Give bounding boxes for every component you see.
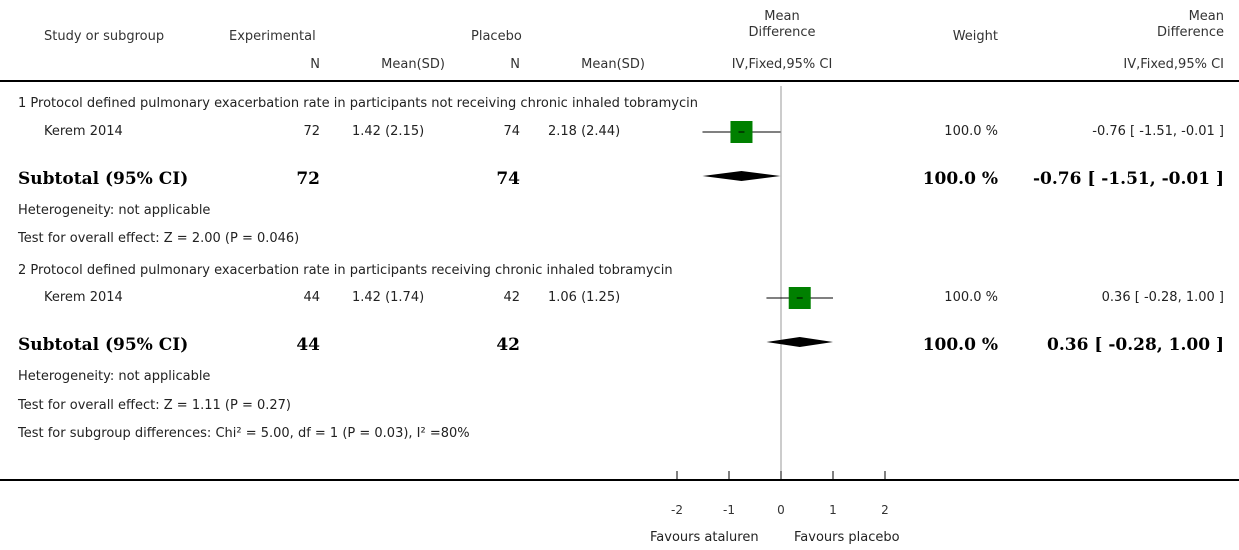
header-meansd-experimental: Mean(SD) bbox=[381, 57, 445, 72]
group-1-heterogeneity: Heterogeneity: not applicable bbox=[18, 203, 211, 218]
axis-tick-label: -2 bbox=[671, 503, 683, 517]
header-placebo: Placebo bbox=[471, 29, 522, 44]
group-1-study-n2: 74 bbox=[503, 124, 520, 139]
favours-left-label: Favours ataluren bbox=[650, 530, 759, 545]
group-2-subtotal-ci: 0.36 [ -0.28, 1.00 ] bbox=[1047, 335, 1224, 355]
group-2-study-ci: 0.36 [ -0.28, 1.00 ] bbox=[1101, 290, 1224, 305]
group-2-subtotal-n2: 42 bbox=[496, 335, 520, 355]
header-meansd-placebo: Mean(SD) bbox=[581, 57, 645, 72]
group-1-subtotal-ci: -0.76 [ -1.51, -0.01 ] bbox=[1032, 169, 1224, 189]
group-1-subtotal-n2: 74 bbox=[496, 169, 520, 189]
group-2-study-mean2: 1.06 (1.25) bbox=[548, 290, 621, 305]
header-md-bottom: Difference bbox=[748, 25, 816, 40]
axis-tick-label: -1 bbox=[723, 503, 735, 517]
group-2-study-name: Kerem 2014 bbox=[44, 290, 123, 305]
axis-tick-label: 1 bbox=[829, 503, 837, 517]
header-n-placebo: N bbox=[510, 57, 520, 72]
group-2-subtotal-weight: 100.0 % bbox=[922, 335, 998, 355]
header-method-plot: IV,Fixed,95% CI bbox=[731, 57, 833, 72]
group-2-heterogeneity: Heterogeneity: not applicable bbox=[18, 369, 211, 384]
header-study: Study or subgroup bbox=[44, 29, 165, 44]
header-weight: Weight bbox=[952, 29, 998, 44]
subgroup-differences-test: Test for subgroup differences: Chi² = 5.… bbox=[18, 426, 470, 441]
group-1-study-n1: 72 bbox=[303, 124, 320, 139]
subtotal-diamond bbox=[702, 171, 781, 181]
header-md2-top: Mean bbox=[1188, 9, 1224, 24]
group-2-study-n2: 42 bbox=[503, 290, 520, 305]
header-md2-bottom: Difference bbox=[1156, 25, 1224, 40]
footer-rule bbox=[0, 479, 1239, 481]
group-2-title: 2 Protocol defined pulmonary exacerbatio… bbox=[18, 263, 673, 278]
header-rule bbox=[0, 80, 1239, 82]
group-1-subtotal-n1: 72 bbox=[296, 169, 320, 189]
group-1-study-name: Kerem 2014 bbox=[44, 124, 123, 139]
group-2-overall-effect: Test for overall effect: Z = 1.11 (P = 0… bbox=[18, 398, 291, 413]
group-2-study-mean1: 1.42 (1.74) bbox=[352, 290, 425, 305]
group-1-subtotal-weight: 100.0 % bbox=[922, 169, 998, 189]
group-2-study-n1: 44 bbox=[303, 290, 320, 305]
header-experimental: Experimental bbox=[229, 29, 316, 44]
axis-tick-label: 2 bbox=[881, 503, 889, 517]
header-method-table: IV,Fixed,95% CI bbox=[1123, 57, 1224, 72]
subtotal-diamond bbox=[766, 337, 833, 347]
group-1-study-mean2: 2.18 (2.44) bbox=[548, 124, 621, 139]
header-n-experimental: N bbox=[310, 57, 320, 72]
group-2-study-weight: 100.0 % bbox=[944, 290, 998, 305]
group-1-study-mean1: 1.42 (2.15) bbox=[352, 124, 425, 139]
header-md-top: Mean bbox=[764, 9, 800, 24]
group-1-study-weight: 100.0 % bbox=[944, 124, 998, 139]
group-2-subtotal-n1: 44 bbox=[296, 335, 320, 355]
group-1-subtotal-label: Subtotal (95% CI) bbox=[18, 169, 189, 189]
group-1-overall-effect: Test for overall effect: Z = 2.00 (P = 0… bbox=[18, 231, 300, 246]
group-1-study-ci: -0.76 [ -1.51, -0.01 ] bbox=[1092, 124, 1224, 139]
group-2-subtotal-label: Subtotal (95% CI) bbox=[18, 335, 189, 355]
group-1-title: 1 Protocol defined pulmonary exacerbatio… bbox=[18, 96, 698, 111]
axis-tick-label: 0 bbox=[777, 503, 785, 517]
favours-right-label: Favours placebo bbox=[794, 530, 900, 545]
